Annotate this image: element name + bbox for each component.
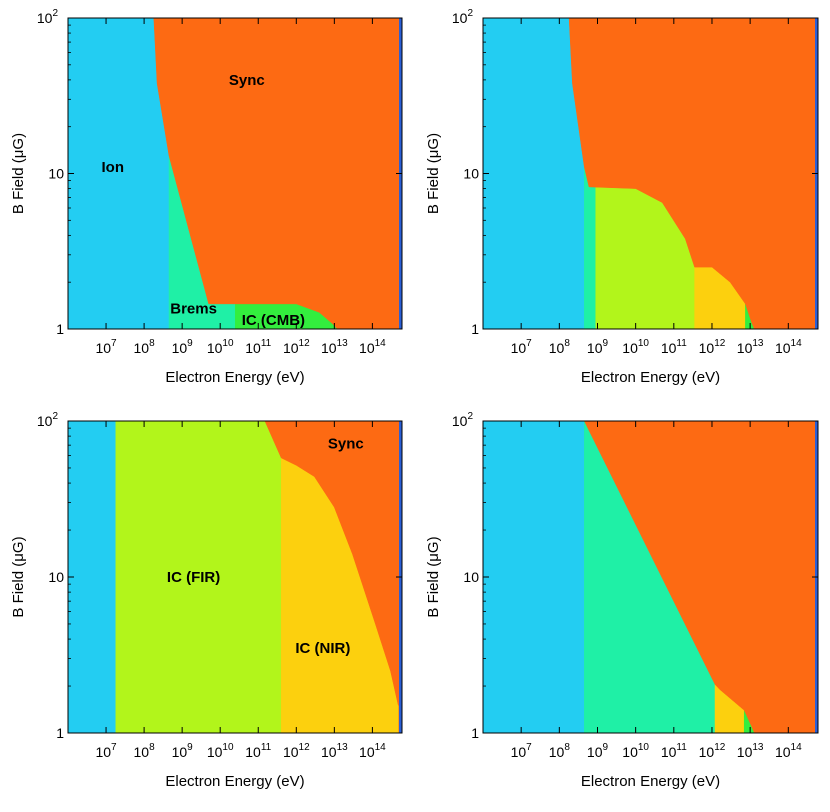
x-tick-label: 108 [134, 742, 156, 760]
plot-area [483, 421, 818, 733]
y-tick-label: 1 [471, 725, 479, 741]
region-ion [483, 421, 585, 733]
x-tick-label: 1013 [737, 338, 764, 356]
region-sync [264, 421, 399, 706]
panel-1: 107 108 109 1010 1011 1012 1013 1014 1 10 102 Elect… [10, 8, 403, 386]
y-tick-label: 10 [463, 166, 479, 182]
x-tick-label: 1011 [661, 338, 687, 356]
x-axis-label: Electron Energy (eV) [581, 773, 720, 790]
x-tick-label: 109 [172, 338, 194, 356]
x-tick-label: 1010 [207, 742, 234, 760]
x-tick-label: 107 [511, 742, 533, 760]
x-tick-label: 1014 [359, 338, 386, 356]
y-tick-label: 102 [452, 8, 474, 26]
x-tick-label: 109 [172, 742, 194, 760]
y-axis-label: B Field (μG) [425, 536, 442, 617]
region-label: Sync [328, 435, 364, 452]
x-axis-label: Electron Energy (eV) [581, 369, 720, 386]
x-tick-label: 1012 [699, 338, 726, 356]
region-label: Ion [101, 159, 124, 176]
y-axis-label: B Field (μG) [425, 133, 442, 214]
region-label: IC (FIR) [167, 569, 220, 586]
y-axis-label: B Field (μG) [10, 536, 27, 617]
region-ion [68, 421, 117, 733]
x-tick-label: 107 [95, 742, 117, 760]
x-tick-label: 1011 [245, 338, 271, 356]
panel-2: 107 108 109 1010 1011 1012 1013 1014 1 10 102 Elect… [425, 8, 819, 386]
region-sync [568, 18, 815, 329]
x-tick-label: 1013 [321, 742, 348, 760]
region-sync [153, 18, 399, 329]
region-label: Sync [229, 72, 265, 89]
x-tick-label: 1012 [699, 742, 726, 760]
panel-3: 107 108 109 1010 1011 1012 1013 1014 1 10 102 Elect… [10, 411, 403, 790]
x-tick-label: 109 [587, 338, 609, 356]
region-label: IC (CMB) [242, 312, 305, 329]
y-tick-label: 102 [452, 411, 474, 429]
region-sync [584, 421, 815, 733]
x-tick-label: 107 [511, 338, 533, 356]
y-tick-label: 102 [37, 411, 59, 429]
x-tick-label: 1013 [737, 742, 764, 760]
region-brems [584, 167, 596, 329]
y-tick-label: 10 [48, 166, 64, 182]
y-tick-label: 10 [48, 569, 64, 585]
plot-area [483, 18, 818, 329]
y-axis-label: B Field (μG) [10, 133, 27, 214]
x-axis-label: Electron Energy (eV) [165, 369, 304, 386]
y-tick-label: 10 [463, 569, 479, 585]
x-tick-label: 1012 [283, 742, 310, 760]
x-tick-label: 1011 [245, 742, 271, 760]
x-axis-label: Electron Energy (eV) [165, 773, 304, 790]
region-label: IC (NIR) [295, 640, 350, 657]
region-label: Brems [170, 301, 217, 318]
y-tick-label: 1 [471, 321, 479, 337]
panel-4: 107 108 109 1010 1011 1012 1013 1014 1 10 102 Elect… [425, 411, 819, 790]
x-tick-label: 1014 [359, 742, 386, 760]
x-tick-label: 1010 [622, 742, 649, 760]
x-tick-label: 1011 [661, 742, 687, 760]
x-tick-label: 1010 [207, 338, 234, 356]
x-tick-label: 109 [587, 742, 609, 760]
x-tick-label: 1014 [775, 742, 802, 760]
x-tick-label: 1013 [321, 338, 348, 356]
region-ion [483, 18, 585, 329]
x-tick-label: 108 [549, 742, 571, 760]
x-tick-label: 1014 [775, 338, 802, 356]
plot-area [68, 421, 402, 733]
x-tick-label: 1010 [622, 338, 649, 356]
x-tick-label: 1012 [283, 338, 310, 356]
y-tick-label: 102 [37, 8, 59, 26]
x-tick-label: 107 [95, 338, 117, 356]
y-tick-label: 1 [56, 725, 64, 741]
x-tick-label: 108 [134, 338, 156, 356]
y-tick-label: 1 [56, 321, 64, 337]
x-tick-label: 108 [549, 338, 571, 356]
